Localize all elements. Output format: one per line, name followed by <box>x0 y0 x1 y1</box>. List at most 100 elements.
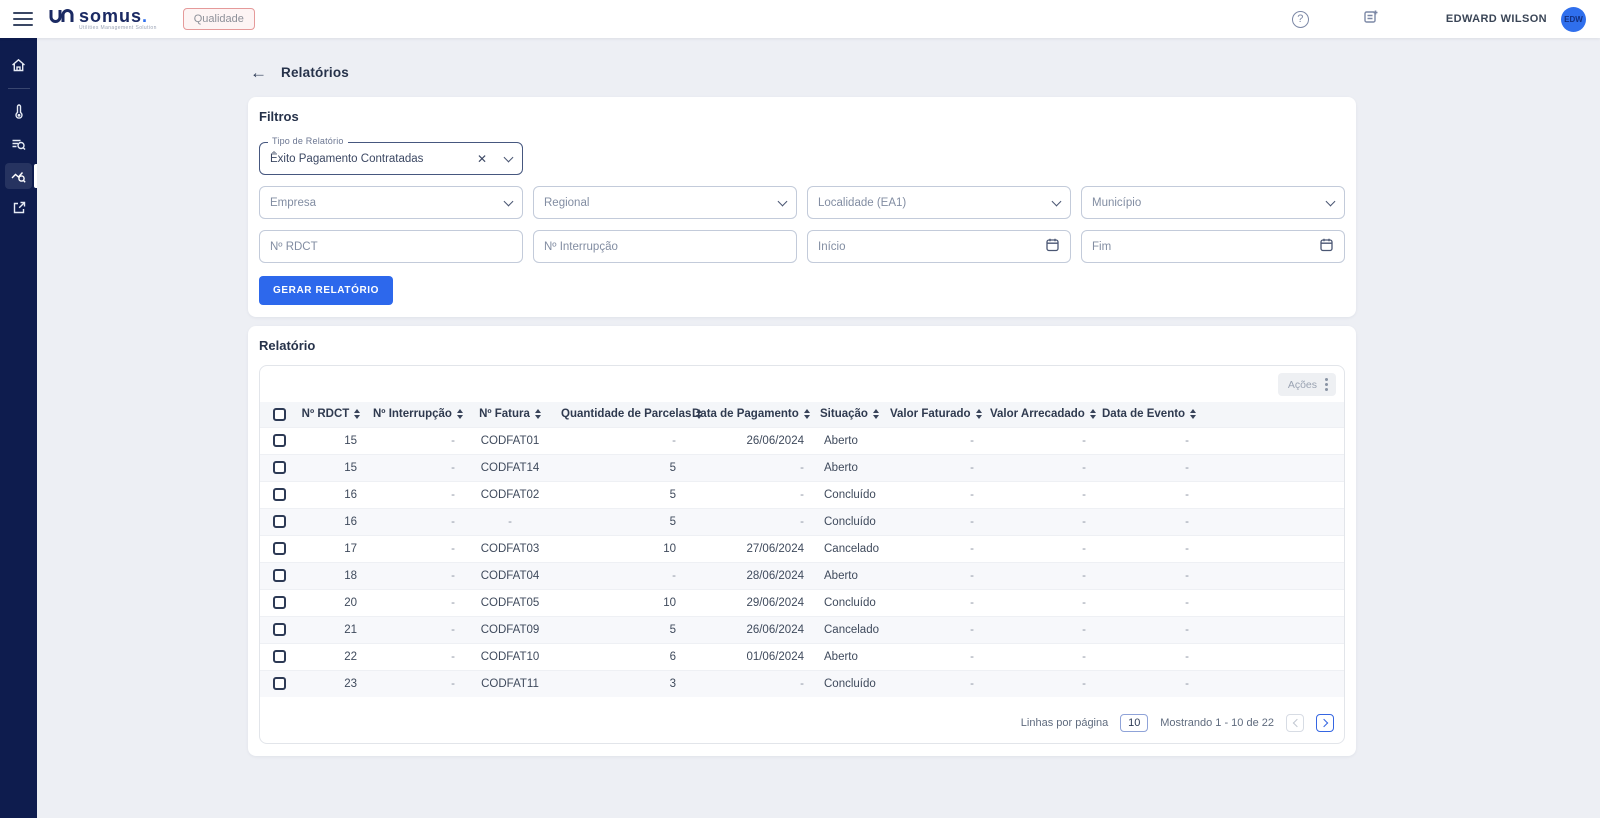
cell-data-pagamento: - <box>686 670 814 697</box>
gerar-relatorio-button[interactable]: GERAR RELATÓRIO <box>259 276 393 305</box>
environment-badge: Qualidade <box>183 8 255 30</box>
cell-n-fatura: CODFAT11 <box>465 670 555 697</box>
tipo-de-relatorio-value: Êxito Pagamento Contratadas <box>270 153 469 165</box>
sort-icon <box>804 409 810 419</box>
table-row: 20-CODFAT051029/06/2024Concluído--- <box>260 589 1344 616</box>
next-page-button[interactable] <box>1316 714 1334 732</box>
column-header-n-rdct[interactable]: Nº RDCT <box>295 402 367 427</box>
regional-select[interactable]: Regional <box>533 186 797 219</box>
column-header-n-fatura[interactable]: Nº Fatura <box>465 402 555 427</box>
sidebar-item-external-link[interactable] <box>0 193 37 223</box>
row-checkbox[interactable] <box>273 623 286 636</box>
cell-n-rdct: 22 <box>295 643 367 670</box>
fim-date-input[interactable] <box>1092 241 1311 253</box>
chevron-left-icon <box>1292 719 1300 727</box>
acoes-button[interactable]: Ações <box>1278 373 1336 396</box>
back-button[interactable]: ← <box>250 64 267 81</box>
cell-data-evento: - <box>1096 589 1199 616</box>
select-all-checkbox[interactable] <box>273 408 286 421</box>
cell-data-evento: - <box>1096 616 1199 643</box>
cell-qtd-parcelas: 10 <box>555 535 686 562</box>
cell-n-fatura: CODFAT03 <box>465 535 555 562</box>
rows-per-page-label: Linhas por página <box>1021 717 1108 729</box>
cell-n-fatura: CODFAT14 <box>465 454 555 481</box>
cell-situacao: Aberto <box>814 643 884 670</box>
cell-valor-arrecadado: - <box>984 481 1096 508</box>
cell-qtd-parcelas: 5 <box>555 481 686 508</box>
row-checkbox[interactable] <box>273 434 286 447</box>
n-rdct-field <box>259 230 523 263</box>
row-checkbox[interactable] <box>273 596 286 609</box>
municipio-select[interactable]: Município <box>1081 186 1345 219</box>
row-checkbox[interactable] <box>273 677 286 690</box>
row-checkbox[interactable] <box>273 569 286 582</box>
n-interrupcao-input[interactable] <box>544 241 786 253</box>
row-checkbox[interactable] <box>273 542 286 555</box>
chevron-down-icon[interactable] <box>504 152 514 162</box>
cell-valor-faturado: - <box>884 481 984 508</box>
cell-valor-faturado: - <box>884 454 984 481</box>
cell-data-evento: - <box>1096 562 1199 589</box>
calendar-icon[interactable] <box>1045 237 1060 257</box>
cell-data-evento: - <box>1096 481 1199 508</box>
column-header-n-interrupcao[interactable]: Nº Interrupção <box>367 402 465 427</box>
brand-dot: . <box>142 6 148 26</box>
sort-icon <box>976 409 982 419</box>
row-checkbox[interactable] <box>273 650 286 663</box>
cell-valor-faturado: - <box>884 535 984 562</box>
sidebar-item-search-list[interactable] <box>0 129 37 159</box>
sidebar-item-home[interactable] <box>0 50 37 80</box>
report-table: Nº RDCTNº InterrupçãoNº FaturaQuantidade… <box>260 402 1344 697</box>
previous-page-button[interactable] <box>1286 714 1304 732</box>
table-row: 15-CODFAT145-Aberto--- <box>260 454 1344 481</box>
filters-heading: Filtros <box>259 109 1345 124</box>
row-checkbox[interactable] <box>273 488 286 501</box>
cell-n-interrupcao: - <box>367 427 465 454</box>
column-header-valor-arrecadado[interactable]: Valor Arrecadado <box>984 402 1096 427</box>
empresa-select[interactable]: Empresa <box>259 186 523 219</box>
cell-n-rdct: 15 <box>295 427 367 454</box>
column-header-valor-faturado[interactable]: Valor Faturado <box>884 402 984 427</box>
column-header-situacao[interactable]: Situação <box>814 402 884 427</box>
cell-valor-arrecadado: - <box>984 562 1096 589</box>
inicio-date-input[interactable] <box>818 241 1037 253</box>
column-header-data-evento[interactable]: Data de Evento <box>1096 402 1199 427</box>
cell-n-interrupcao: - <box>367 643 465 670</box>
tipo-de-relatorio-select[interactable]: Tipo de Relatório Êxito Pagamento Contra… <box>259 142 523 175</box>
cell-situacao: Concluído <box>814 670 884 697</box>
n-rdct-input[interactable] <box>270 241 512 253</box>
column-header-data-pagamento[interactable]: Data de Pagamento <box>686 402 814 427</box>
sidebar-item-report-analytics[interactable] <box>0 161 37 191</box>
table-row: 18-CODFAT04-28/06/2024Aberto--- <box>260 562 1344 589</box>
localidade-select[interactable]: Localidade (EA1) <box>807 186 1071 219</box>
user-name[interactable]: EDWARD WILSON <box>1446 13 1547 25</box>
clear-icon[interactable]: ✕ <box>477 152 487 166</box>
cell-n-fatura: CODFAT09 <box>465 616 555 643</box>
cell-data-pagamento: 26/06/2024 <box>686 427 814 454</box>
new-note-icon[interactable] <box>1363 8 1380 30</box>
cell-qtd-parcelas: 3 <box>555 670 686 697</box>
calendar-icon[interactable] <box>1319 237 1334 257</box>
row-checkbox[interactable] <box>273 515 286 528</box>
cell-qtd-parcelas: 5 <box>555 454 686 481</box>
inicio-date-field <box>807 230 1071 263</box>
rows-per-page-select[interactable]: 10 <box>1120 714 1148 732</box>
sort-icon <box>1090 409 1096 419</box>
column-header-qtd-parcelas[interactable]: Quantidade de Parcelas <box>555 402 686 427</box>
menu-icon[interactable] <box>13 12 33 26</box>
cell-n-fatura: CODFAT10 <box>465 643 555 670</box>
sidebar-item-thermometer[interactable] <box>0 97 37 127</box>
analytics-search-icon <box>10 168 27 185</box>
cell-n-interrupcao: - <box>367 535 465 562</box>
thermometer-icon <box>11 104 27 120</box>
cell-n-fatura: CODFAT05 <box>465 589 555 616</box>
row-checkbox[interactable] <box>273 461 286 474</box>
sidebar-divider <box>8 88 30 89</box>
cell-valor-faturado: - <box>884 589 984 616</box>
cell-data-pagamento: 29/06/2024 <box>686 589 814 616</box>
help-icon[interactable]: ? <box>1292 11 1309 28</box>
sort-icon <box>457 409 463 419</box>
cell-situacao: Concluído <box>814 508 884 535</box>
avatar[interactable]: EDW <box>1561 7 1586 32</box>
cell-valor-faturado: - <box>884 643 984 670</box>
